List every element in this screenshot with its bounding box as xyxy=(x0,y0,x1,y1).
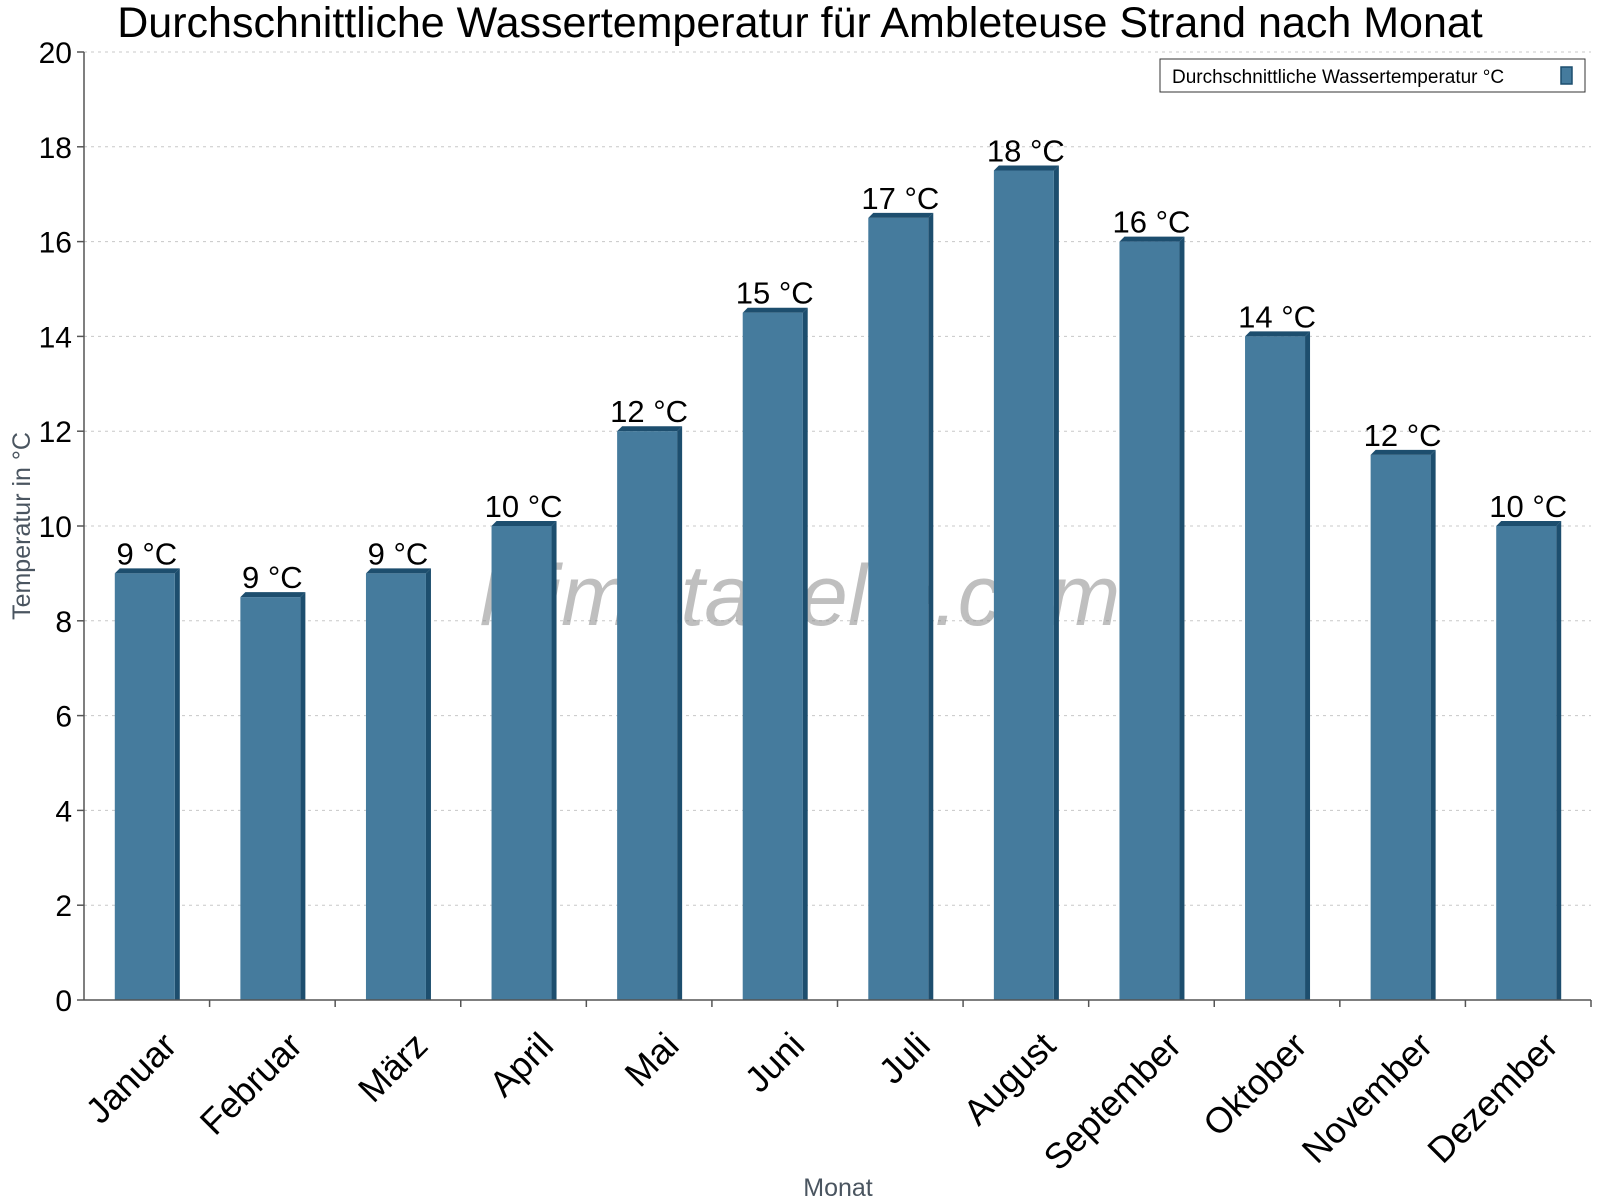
bar-september xyxy=(1119,236,1185,1001)
bar-front xyxy=(1370,454,1431,1000)
bar-top xyxy=(993,165,1059,171)
bar-top xyxy=(868,212,934,218)
bar-front xyxy=(365,573,426,1000)
legend-swatch xyxy=(1560,66,1573,85)
bar-front xyxy=(993,170,1054,1000)
y-tick-label: 20 xyxy=(39,37,72,70)
bar-top xyxy=(617,426,683,432)
bar-side xyxy=(425,568,431,1000)
x-tick-label: Januar xyxy=(77,1024,184,1131)
y-tick-label: 18 xyxy=(39,132,72,165)
bar-side xyxy=(551,521,557,1000)
x-tick-label: März xyxy=(350,1024,436,1110)
bar-top xyxy=(491,521,557,526)
bar-märz xyxy=(365,568,431,1000)
bar-series xyxy=(114,165,1562,1001)
bar-side xyxy=(928,212,934,1000)
bar-front xyxy=(1119,241,1180,1001)
data-label: 12 °C xyxy=(610,394,688,429)
x-axis-title: Monat xyxy=(803,1174,873,1200)
y-tick-label: 12 xyxy=(39,416,72,449)
bar-juli xyxy=(868,212,934,1000)
bar-side xyxy=(174,568,180,1000)
x-tick-label: Februar xyxy=(192,1024,310,1142)
bar-august xyxy=(993,165,1059,1000)
x-tick-label: Mai xyxy=(617,1024,687,1094)
bar-oktober xyxy=(1245,331,1311,1000)
data-label: 12 °C xyxy=(1364,418,1442,453)
data-label: 15 °C xyxy=(736,276,814,311)
bar-top xyxy=(742,307,808,313)
data-label: 18 °C xyxy=(987,134,1065,169)
x-axis-ticks: Januar Februar März April Mai Juni Juli AugustS… xyxy=(77,1000,1592,1178)
bar-side xyxy=(1430,449,1436,1000)
bar-front xyxy=(742,312,803,1000)
bar-dezember xyxy=(1496,521,1562,1000)
bar-top xyxy=(114,568,180,574)
bar-side xyxy=(1305,331,1311,1000)
bar-januar xyxy=(114,568,180,1000)
bar-side xyxy=(1556,521,1562,1000)
bar-front xyxy=(240,597,301,1000)
y-axis-title: Temperatur in °C xyxy=(8,432,36,620)
x-tick-label: Dezember xyxy=(1419,1024,1565,1170)
bar-side xyxy=(677,426,683,1000)
bar-side xyxy=(1179,236,1185,1001)
bar-front xyxy=(491,526,552,1000)
bar-front xyxy=(868,217,929,1000)
data-label: 16 °C xyxy=(1113,205,1191,240)
bar-februar xyxy=(240,592,306,1000)
y-tick-label: 16 xyxy=(39,227,72,260)
legend: Durchschnittliche Wassertemperatur °C xyxy=(1159,58,1586,93)
data-label: 9 °C xyxy=(116,536,177,571)
y-tick-label: 14 xyxy=(39,321,72,354)
y-tick-label: 2 xyxy=(55,890,72,923)
data-label: 14 °C xyxy=(1238,299,1316,334)
x-tick-label: November xyxy=(1294,1024,1440,1170)
bar-top xyxy=(240,592,306,598)
bar-top xyxy=(1245,331,1311,337)
x-tick-label: Juli xyxy=(871,1024,938,1091)
chart-title: Durchschnittliche Wassertemperatur für A… xyxy=(117,0,1483,47)
y-tick-label: 0 xyxy=(55,985,72,1018)
y-tick-label: 10 xyxy=(39,511,72,544)
bar-november xyxy=(1370,449,1436,1000)
data-label: 9 °C xyxy=(242,560,303,595)
legend-label: Durchschnittliche Wassertemperatur °C xyxy=(1172,67,1504,88)
data-labels: 9 °C 9 °C 9 °C 10 °C 12 °C 15 °C 17 °C 18 °C 16 … xyxy=(116,134,1567,596)
bar-front xyxy=(1496,526,1557,1000)
y-tick-label: 8 xyxy=(55,606,72,639)
bar-top xyxy=(1370,449,1436,455)
x-tick-label: Oktober xyxy=(1195,1024,1315,1144)
bar-side xyxy=(802,307,808,1000)
data-label: 9 °C xyxy=(368,536,429,571)
grid-lines xyxy=(84,51,1591,906)
bar-april xyxy=(491,521,557,1000)
bar-side xyxy=(1053,165,1059,1000)
x-tick-label: Juni xyxy=(736,1024,812,1100)
legend-box xyxy=(1159,58,1586,93)
x-tick-label: April xyxy=(481,1024,561,1104)
bar-side xyxy=(300,592,306,1000)
bar-front xyxy=(617,431,678,1000)
bar-top xyxy=(365,568,431,574)
data-label: 10 °C xyxy=(1489,489,1567,524)
x-tick-label: September xyxy=(1035,1024,1189,1178)
data-label: 17 °C xyxy=(861,181,939,216)
bar-top xyxy=(1119,236,1185,242)
bar-mai xyxy=(617,426,683,1000)
bar-front xyxy=(114,573,175,1000)
bar-front xyxy=(1245,336,1306,1000)
y-axis-ticks: 0 2 4 6 8 10 12 14 16 18 20 xyxy=(39,37,84,1018)
y-tick-label: 6 xyxy=(55,701,72,734)
bar-top xyxy=(1496,521,1562,526)
bar-juni xyxy=(742,307,808,1000)
data-label: 10 °C xyxy=(485,489,563,524)
y-tick-label: 4 xyxy=(55,795,72,828)
x-tick-label: August xyxy=(955,1024,1063,1132)
